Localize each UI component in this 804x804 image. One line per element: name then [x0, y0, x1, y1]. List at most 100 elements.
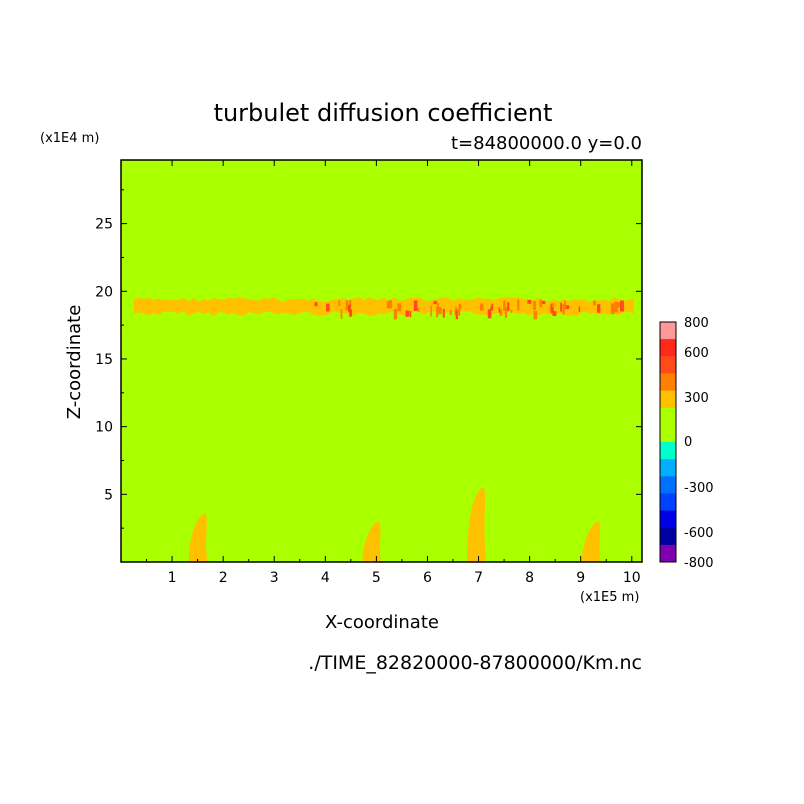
colorbar-label: 600 — [684, 346, 709, 361]
heatmap-cell-peak — [481, 305, 484, 311]
heatmap-cell-peak — [562, 304, 565, 315]
heatmap-cell-peak — [593, 300, 596, 306]
x-axis-label: X-coordinate — [325, 612, 439, 633]
colorbar-label: -300 — [684, 481, 714, 496]
heatmap-cell-peak — [527, 299, 532, 304]
colorbar-label: -600 — [684, 526, 714, 541]
heatmap-cell-peak — [458, 304, 461, 309]
heatmap-cell-peak — [405, 310, 410, 317]
heatmap-cell-peak — [597, 304, 601, 313]
x-tick-label: 5 — [372, 570, 381, 586]
heatmap-cell-peak — [549, 304, 552, 311]
heatmap-cell-peak — [348, 304, 351, 312]
heatmap-cell-peak — [409, 311, 412, 318]
heatmap-cell-peak — [386, 301, 389, 309]
heatmap-cell-peak — [338, 300, 341, 306]
colorbar-band — [660, 459, 676, 477]
heatmap-cell-peak — [550, 303, 554, 314]
heatmap-cell-peak — [340, 309, 343, 319]
colorbar-label: 800 — [684, 316, 709, 331]
heatmap-cell-peak — [491, 303, 494, 311]
colorbar-band — [660, 442, 676, 460]
heatmap-cell-peak — [455, 307, 457, 313]
heatmap-region-surface-plume — [467, 487, 487, 562]
heatmap-cell-peak — [498, 307, 501, 313]
heatmap-cell-peak — [417, 307, 420, 313]
heatmap-cell-peak — [542, 301, 546, 304]
heatmap-cell-peak — [436, 306, 439, 318]
heatmap-cell-peak — [487, 309, 492, 319]
heatmap-cell-peak — [348, 300, 352, 308]
heatmap-cell-peak — [449, 310, 452, 316]
x-tick-label: 1 — [168, 570, 177, 586]
heatmap-cell-peak — [393, 309, 397, 320]
y-tick-label: 5 — [104, 487, 113, 503]
heatmap-cell-peak — [552, 311, 557, 316]
heatmap-cell-peak — [560, 302, 562, 312]
y-axis-ticks: 5 10 15 20 25 — [95, 189, 642, 529]
heatmap-cell-peak — [539, 299, 543, 308]
heatmap-cell-peak — [457, 308, 461, 316]
heatmap-cell-peak — [349, 309, 352, 317]
heatmap-cell-peak — [413, 300, 418, 311]
heatmap-cell-peak — [566, 305, 570, 309]
x-tick-label: 4 — [321, 570, 330, 586]
colorbar-band — [660, 424, 676, 443]
x-axis-ticks: 1 2 3 4 5 6 7 8 9 10 — [146, 160, 641, 586]
colorbar-band — [660, 476, 676, 494]
colorbar-band — [660, 373, 676, 391]
heatmap-cell-peak — [314, 302, 318, 307]
heatmap-region-surface-plume — [188, 513, 208, 562]
heatmap-cell-peak — [499, 309, 503, 316]
file-label: ./TIME_82820000-87800000/Km.nc — [308, 652, 642, 674]
x-tick-label: 6 — [423, 570, 432, 586]
chart-subtitle: t=84800000.0 y=0.0 — [451, 133, 642, 154]
heatmap-cell-peak — [533, 301, 536, 311]
chart-title: turbulet diffusion coefficient — [214, 99, 553, 127]
heatmap-cell-peak — [564, 300, 566, 310]
y-tick-label: 10 — [95, 420, 113, 436]
heatmap-cell-peak — [578, 306, 581, 312]
plot-frame — [120, 159, 643, 563]
heatmap-cell-peak — [616, 302, 620, 308]
y-axis-label: Z-coordinate — [64, 305, 85, 420]
y-tick-label: 25 — [95, 217, 113, 233]
heatmap-region-upper-layer — [133, 297, 634, 316]
heatmap-cell-peak — [510, 309, 513, 313]
colorbar-label: -800 — [684, 556, 714, 571]
colorbar-band — [660, 390, 676, 409]
x-tick-label: 3 — [270, 570, 279, 586]
heatmap-region-surface-plume — [582, 521, 602, 562]
colorbar-frame — [659, 321, 677, 563]
heatmap-cell-peak — [388, 300, 392, 309]
heatmap-cell-peak — [614, 301, 618, 313]
x-tick-label: 8 — [525, 570, 534, 586]
colorbar-band — [660, 339, 676, 357]
x-unit-label: (x1E5 m) — [580, 590, 639, 605]
colorbar-band — [660, 356, 676, 374]
colorbar-label: 300 — [684, 391, 709, 406]
heatmap-cell-peak — [503, 300, 506, 311]
heatmap-cell-peak — [345, 300, 348, 311]
heatmap-cell-peak — [442, 308, 445, 318]
heatmap-cell-peak — [430, 305, 432, 317]
colorbar-band — [660, 527, 676, 546]
heatmap-cell-peak — [533, 311, 538, 320]
heatmap-region-surface-plume — [362, 521, 382, 562]
heatmap-cell-peak — [517, 299, 520, 311]
colorbar-band — [660, 493, 676, 511]
x-tick-label: 2 — [219, 570, 228, 586]
x-tick-label: 10 — [623, 570, 641, 586]
plot-background — [121, 160, 642, 562]
x-tick-label: 9 — [576, 570, 585, 586]
colorbar-band — [660, 322, 676, 340]
heatmap-cell-peak — [397, 303, 402, 312]
heatmap-cell-peak — [507, 302, 510, 312]
colorbar: 800 600 300 0 -300 -600 -800 — [659, 316, 714, 571]
heatmap-cell-peak — [504, 307, 508, 318]
colorbar-band — [660, 407, 676, 426]
heatmap-cell-peak — [620, 300, 624, 312]
heatmap-cell-peak — [437, 307, 442, 315]
colorbar-label: 0 — [684, 435, 692, 450]
